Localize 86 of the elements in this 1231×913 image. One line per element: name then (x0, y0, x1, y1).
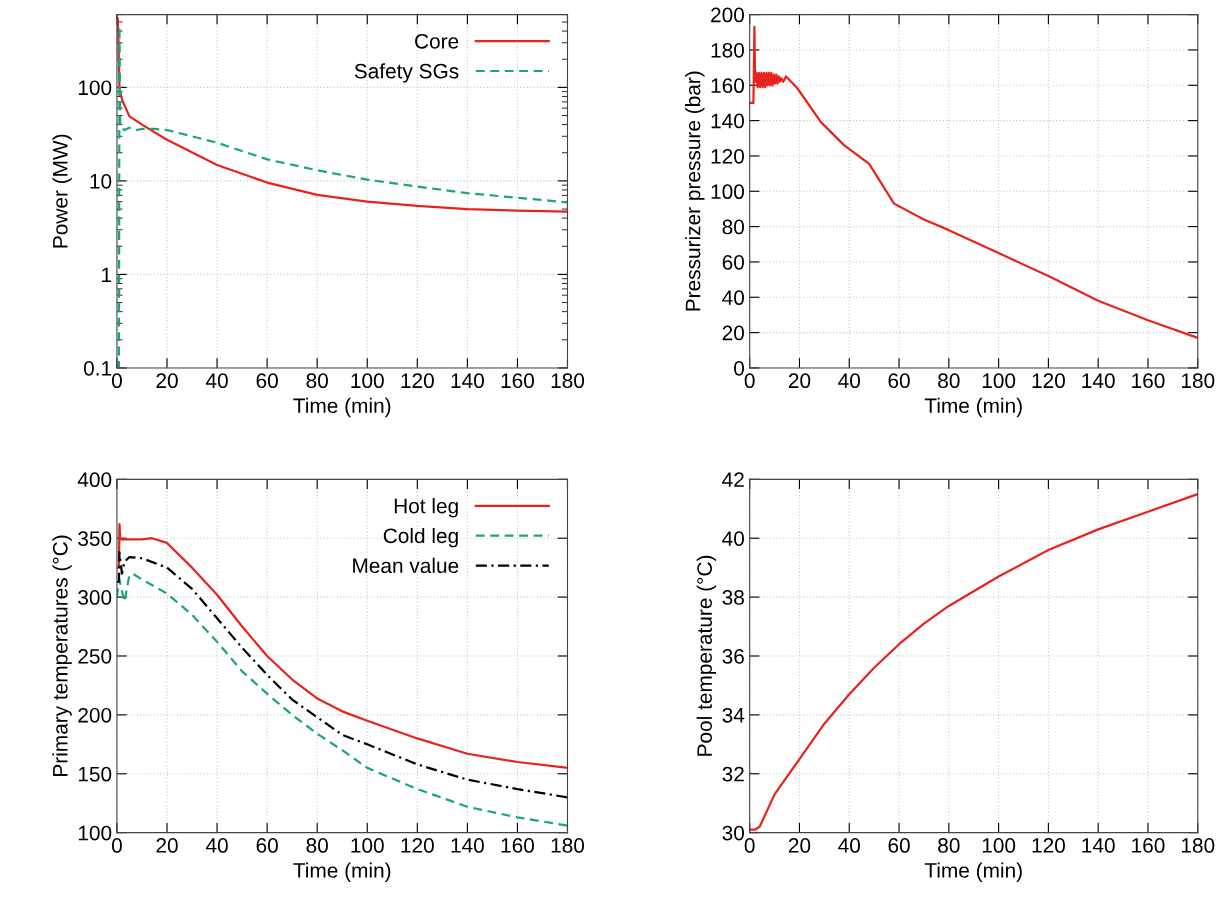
y-tick-label: 160 (711, 78, 745, 94)
y-tick-label: 10 (90, 173, 112, 189)
y-tick-label: 30 (722, 825, 745, 841)
y-tick-label: 0.1 (83, 360, 112, 376)
x-tick-label: 160 (1132, 373, 1165, 389)
line-series (116, 522, 568, 769)
x-tick-label: 80 (938, 838, 960, 853)
x-tick-label: 40 (838, 373, 861, 389)
x-tick-label: 0 (744, 838, 755, 853)
x-tick-label: 160 (501, 838, 534, 853)
y-axis-title: Pool temperature (°C) (696, 555, 717, 756)
x-tick-label: 0 (111, 373, 122, 389)
x-tick-label: 20 (788, 373, 811, 389)
y-tick-label: 140 (711, 113, 745, 129)
y-tick-label: 34 (722, 707, 745, 723)
y-tick-label: 80 (722, 219, 745, 235)
legend-label: Core (415, 33, 459, 49)
x-tick-label: 60 (888, 373, 910, 389)
x-tick-label: 80 (938, 373, 960, 389)
x-axis-title: Time (min) (924, 862, 1022, 882)
x-tick-label: 100 (351, 373, 384, 389)
x-tick-label: 140 (451, 838, 484, 853)
x-tick-label: 140 (451, 373, 484, 389)
y-axis-title: Power (MW) (52, 134, 72, 248)
y-tick-label: 1 (102, 267, 112, 282)
line-series (749, 25, 1198, 340)
x-tick-label: 80 (306, 373, 328, 389)
y-tick-label: 38 (722, 590, 744, 605)
y-tick-label: 20 (722, 325, 745, 341)
legend-label: Cold leg (383, 527, 458, 548)
y-tick-label: 36 (722, 648, 744, 664)
x-axis-title: Time (min) (924, 397, 1022, 418)
y-tick-label: 60 (722, 254, 745, 270)
x-tick-label: 120 (1032, 838, 1065, 853)
y-tick-label: 200 (711, 7, 745, 23)
y-tick-label: 150 (78, 766, 112, 782)
x-tick-label: 140 (1082, 373, 1115, 389)
x-tick-label: 20 (156, 373, 178, 389)
x-tick-label: 20 (788, 838, 811, 853)
x-tick-label: 40 (205, 838, 228, 853)
x-tick-label: 180 (551, 838, 585, 853)
y-tick-label: 100 (78, 80, 112, 96)
x-tick-label: 60 (256, 838, 278, 853)
y-tick-label: 350 (78, 531, 112, 546)
legend-label: Mean value (353, 557, 459, 574)
line-series (116, 573, 568, 827)
x-tick-label: 180 (1181, 838, 1215, 853)
x-tick-label: 180 (551, 373, 585, 389)
y-tick-label: 100 (78, 825, 112, 841)
x-tick-label: 0 (744, 373, 755, 389)
y-tick-label: 200 (78, 707, 112, 723)
legend-label: Hot leg (394, 498, 458, 518)
y-tick-label: 300 (78, 590, 112, 605)
x-tick-label: 120 (1032, 373, 1065, 389)
x-tick-label: 20 (156, 838, 178, 853)
x-tick-label: 60 (256, 373, 278, 389)
y-tick-label: 120 (711, 148, 745, 164)
x-tick-label: 100 (982, 373, 1016, 389)
y-tick-label: 32 (722, 766, 744, 782)
y-tick-label: 40 (722, 531, 745, 546)
x-tick-label: 120 (401, 838, 434, 853)
legend-label: Safety SGs (354, 63, 459, 83)
y-tick-label: 40 (722, 290, 745, 306)
x-tick-label: 60 (888, 838, 910, 853)
x-axis-title: Time (min) (293, 397, 391, 418)
x-tick-label: 0 (111, 838, 122, 853)
y-tick-label: 250 (78, 648, 112, 664)
x-tick-label: 180 (1181, 373, 1215, 389)
y-axis-title: Pressurizer pressure (bar) (685, 71, 705, 311)
y-tick-label: 180 (711, 42, 745, 58)
x-tick-label: 140 (1082, 838, 1115, 853)
x-tick-label: 100 (982, 838, 1016, 853)
x-tick-label: 40 (838, 838, 861, 853)
y-tick-label: 42 (722, 472, 744, 487)
x-tick-label: 100 (351, 838, 384, 853)
x-tick-label: 80 (306, 838, 328, 853)
x-tick-label: 40 (205, 373, 228, 389)
y-tick-label: 100 (711, 184, 745, 200)
x-tick-label: 160 (501, 373, 534, 389)
y-axis-title: Primary temperatures (°C) (52, 535, 72, 776)
y-tick-label: 0 (734, 360, 744, 376)
x-tick-label: 160 (1132, 838, 1165, 853)
x-tick-label: 120 (401, 373, 434, 389)
y-tick-label: 400 (77, 472, 112, 488)
x-axis-title: Time (min) (293, 862, 391, 882)
line-series (116, 551, 568, 799)
